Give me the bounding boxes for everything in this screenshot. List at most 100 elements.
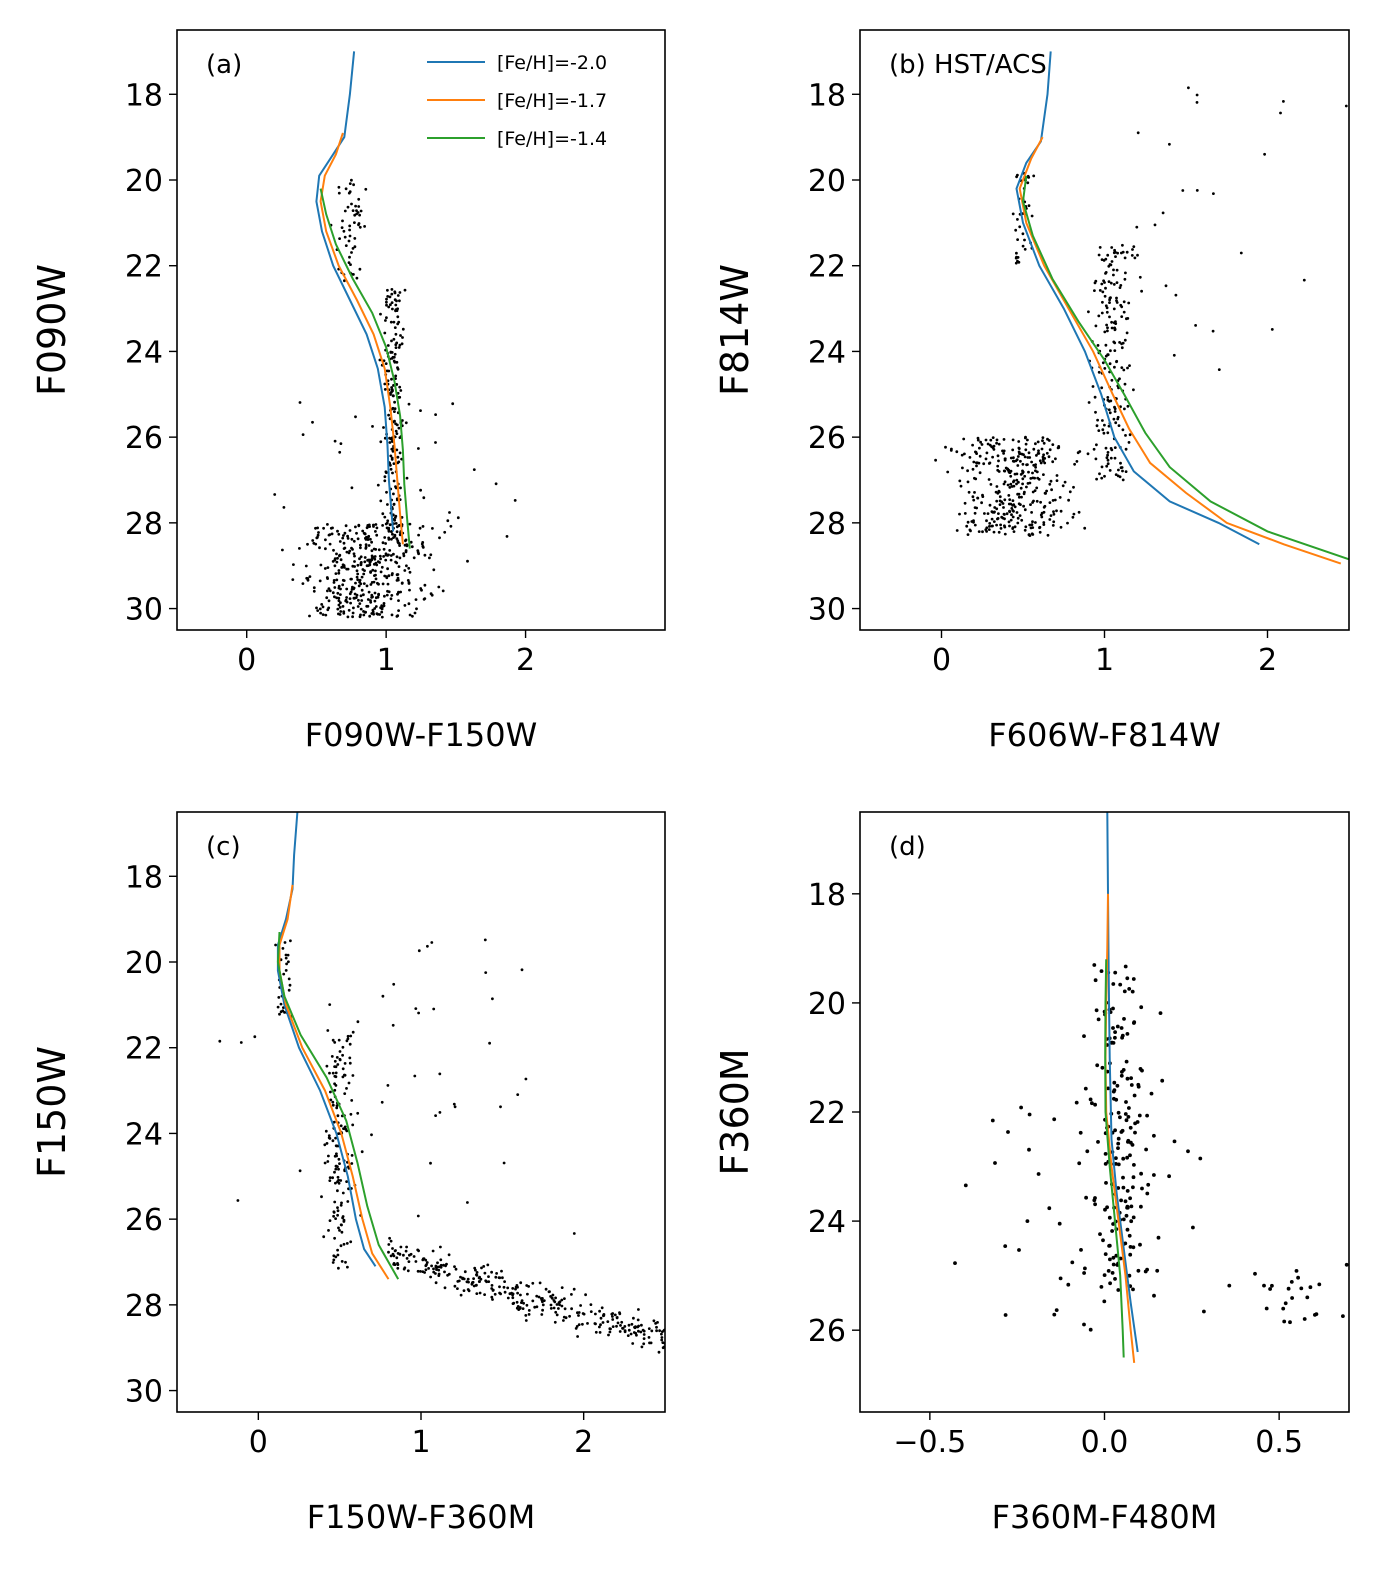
star-point [363,532,367,536]
star-point [1055,509,1058,513]
star-point [1016,521,1020,525]
star-point [403,569,407,572]
star-point [400,582,404,585]
star-point [358,557,361,561]
star-point [352,539,356,543]
star-point [351,548,354,551]
star-point [377,592,380,596]
star-point [553,1300,557,1304]
star-point [368,561,372,564]
star-point [1107,408,1111,412]
star-point [407,402,411,406]
star-point [998,503,1002,506]
star-point [1003,517,1006,521]
star-point [345,567,349,571]
star-point [995,499,999,503]
star-point [1191,1225,1195,1230]
star-point [350,1162,354,1165]
star-point [1007,520,1011,524]
star-point [1027,204,1031,208]
star-point [253,1035,257,1039]
axes-frame [859,29,1350,631]
star-point [568,1314,571,1318]
star-point [376,595,380,599]
star-point [1118,286,1122,289]
star-point [336,1253,340,1257]
star-point [405,1257,409,1260]
star-point [1025,1219,1030,1223]
star-point [1136,131,1140,135]
star-point [996,517,1000,520]
star-point [1100,476,1104,480]
star-point [579,1304,582,1307]
star-point [1113,320,1117,324]
star-point [639,1330,643,1334]
star-point [384,542,387,545]
star-point [1110,246,1114,249]
star-point [516,1305,520,1308]
star-point [373,557,377,561]
star-point [341,578,345,582]
star-point [419,409,422,412]
star-point [465,1280,469,1284]
star-point [1066,521,1069,525]
star-point [408,570,412,574]
star-point [1128,364,1131,367]
star-point [1107,264,1111,268]
star-point [350,178,353,182]
star-point [519,1281,523,1285]
star-point [1119,284,1123,287]
star-point [972,520,975,524]
star-point [627,1328,631,1332]
star-point [1129,1219,1134,1224]
x-tick-label: 2 [574,1425,593,1460]
star-point [357,523,361,527]
y-tick-label: 24 [808,1205,846,1240]
star-point [318,579,322,583]
star-point [380,604,384,607]
star-point [1034,521,1037,524]
star-point [372,612,375,616]
star-point [475,1292,479,1295]
star-point [602,1314,605,1318]
star-point [1113,446,1117,449]
star-point [353,560,356,563]
star-point [1059,509,1063,513]
star-point [393,326,397,329]
star-point [1125,1076,1130,1081]
star-point [339,593,342,596]
scatter-points [934,86,1348,537]
star-point [416,1248,420,1252]
axes-frame [859,811,1350,1413]
star-point [1105,310,1109,314]
star-point [334,1136,337,1140]
star-point [1101,1238,1105,1243]
star-point [380,1100,384,1104]
star-point [642,1342,646,1346]
star-point [277,996,281,999]
star-point [1078,450,1082,453]
star-point [966,533,970,536]
star-point [1031,533,1035,536]
star-point [1107,399,1111,403]
star-point [1003,498,1007,502]
star-point [1121,1156,1126,1161]
star-point [1172,353,1176,357]
star-point [1024,435,1027,439]
star-point [1020,495,1023,499]
star-point [1132,1163,1136,1167]
star-point [524,1077,528,1081]
star-point [1114,1162,1118,1166]
star-point [1017,446,1021,450]
star-point [547,1290,551,1294]
star-point [392,492,395,496]
star-point [345,1087,348,1090]
star-point [1082,1271,1086,1275]
star-point [1009,482,1013,486]
star-point [369,537,372,541]
star-point [396,1263,400,1266]
star-point [576,1335,579,1338]
star-point [1110,448,1114,452]
star-point [1103,1162,1108,1166]
star-point [325,1064,329,1068]
